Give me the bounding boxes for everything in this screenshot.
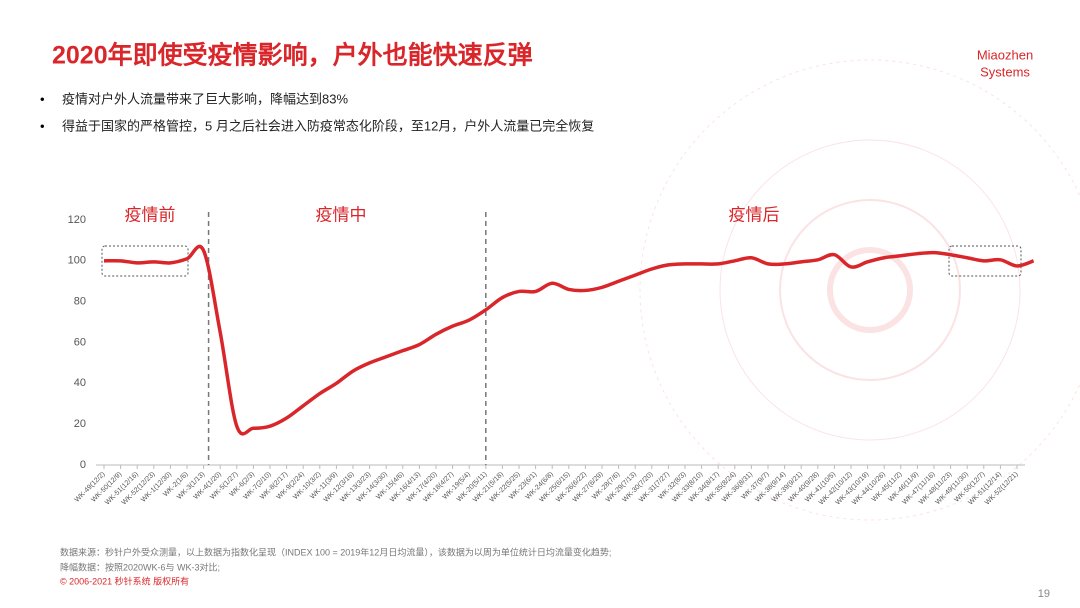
page-number: 19 xyxy=(1038,588,1050,600)
footnote: 数据来源：秒针户外受众测量，以上数据为指数化呈现（INDEX 100 = 201… xyxy=(60,546,611,557)
highlight-box xyxy=(948,245,1022,277)
data-line xyxy=(103,244,1035,436)
y-tick-label: 0 xyxy=(80,459,86,471)
logo: Systems xyxy=(980,64,1030,79)
y-tick-label: 60 xyxy=(74,336,86,348)
phase-label: 疫情前 xyxy=(125,205,176,224)
bullet-dot: • xyxy=(40,118,45,133)
phase-label: 疫情中 xyxy=(316,205,367,224)
decoration xyxy=(639,59,1080,521)
y-tick-label: 40 xyxy=(74,377,86,389)
highlight-box xyxy=(101,245,189,277)
logo: Miaozhen xyxy=(977,47,1033,62)
y-tick-label: 20 xyxy=(74,418,86,430)
bullet-dot: • xyxy=(40,91,45,106)
title: 2020年即使受疫情影响，户外也能快速反弹 xyxy=(52,41,533,70)
y-tick-label: 100 xyxy=(68,255,86,267)
y-tick-label: 80 xyxy=(74,296,86,308)
bullet: 疫情对户外人流量带来了巨大影响，降幅达到83% xyxy=(62,91,348,106)
chart: 020406080100120WK-49(12/2)WK-50(12/9)WK-… xyxy=(68,205,1035,507)
footnote: © 2006-2021 秒针系统 版权所有 xyxy=(60,575,189,586)
footnote: 降幅数据：按照2020WK-6与 WK-3对比; xyxy=(60,561,220,572)
y-tick-label: 120 xyxy=(68,214,86,226)
phase-label: 疫情后 xyxy=(729,205,780,224)
bullet: 得益于国家的严格管控，5 月之后社会进入防疫常态化阶段，至12月，户外人流量已完… xyxy=(62,118,594,133)
